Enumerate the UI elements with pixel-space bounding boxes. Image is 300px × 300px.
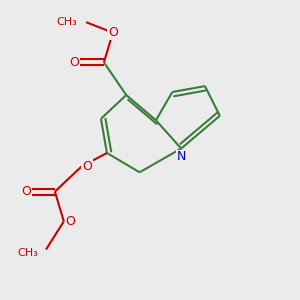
Text: N: N — [176, 150, 186, 163]
Text: O: O — [69, 56, 79, 69]
Text: O: O — [108, 26, 118, 39]
Text: O: O — [22, 185, 32, 198]
Text: O: O — [65, 215, 75, 228]
Text: CH₃: CH₃ — [56, 17, 77, 27]
Text: CH₃: CH₃ — [18, 248, 38, 257]
Text: O: O — [82, 160, 92, 173]
